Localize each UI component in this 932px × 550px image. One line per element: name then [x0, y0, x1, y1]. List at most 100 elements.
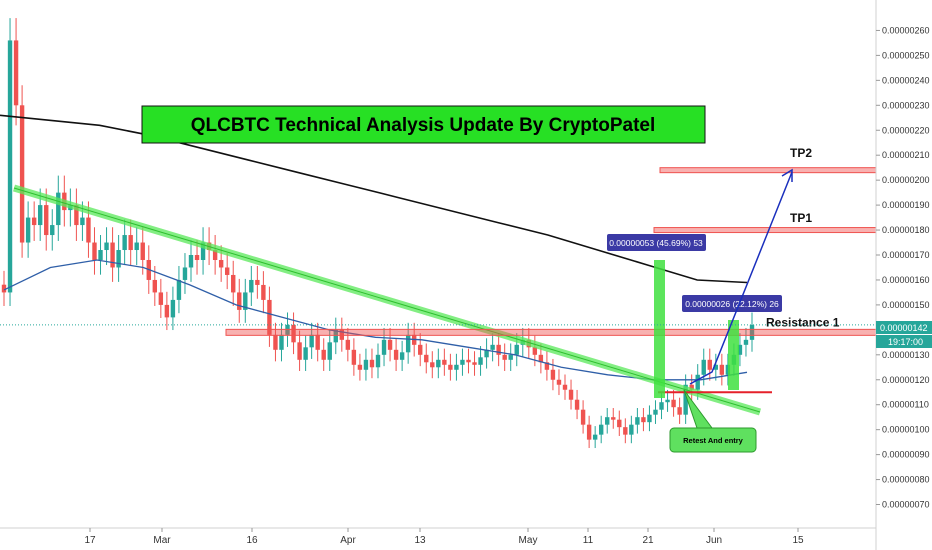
- time-tick-label: 16: [246, 535, 258, 546]
- candle-body: [243, 292, 248, 310]
- current-price-tag: 0.00000142 19:17:00: [876, 321, 932, 348]
- current-price-value: 0.00000142: [880, 323, 928, 333]
- callout-label: Retest And entry: [683, 436, 744, 445]
- ma200-line: [0, 114, 748, 284]
- candle-body: [98, 250, 103, 260]
- candle-body: [13, 40, 19, 106]
- candle-body: [74, 205, 79, 226]
- candle-body: [339, 329, 345, 340]
- candle-body: [580, 409, 586, 425]
- candle-body: [562, 384, 568, 390]
- candle-body: [363, 359, 369, 370]
- candle-body: [592, 434, 598, 440]
- tp2-band: [659, 167, 877, 174]
- candle-body: [514, 344, 519, 355]
- candle-body: [176, 279, 182, 300]
- candle-body: [188, 255, 194, 268]
- price-tick-label: 0.00000120: [882, 375, 930, 385]
- candle-body: [56, 192, 61, 226]
- candle-body: [418, 344, 423, 355]
- candle-body: [1, 284, 7, 293]
- candle-body: [484, 349, 489, 358]
- candle-body: [261, 284, 266, 300]
- candle-body: [448, 364, 453, 370]
- candle-body: [749, 324, 755, 340]
- candle-body: [387, 339, 393, 350]
- candle-body: [321, 349, 326, 360]
- candle-body: [345, 339, 351, 350]
- tp1-label: TP1: [790, 211, 812, 225]
- measure-label-large: 0.00000053 (45.69%) 53: [609, 238, 703, 248]
- current-price-bg: [876, 321, 932, 334]
- price-tick-label: 0.00000210: [882, 150, 930, 160]
- candle-body: [80, 217, 85, 226]
- candle-body: [635, 417, 640, 425]
- candle-body: [134, 242, 139, 251]
- candle-body: [309, 334, 314, 348]
- time-tick-label: 15: [792, 535, 804, 546]
- price-tick-label: 0.00000220: [882, 125, 930, 135]
- countdown-bg: [876, 335, 932, 348]
- time-axis[interactable]: 17 Mar 16 Apr 13 May 11 21 Jun 15: [0, 527, 876, 546]
- candle-body: [647, 414, 652, 423]
- candle-body: [231, 274, 236, 293]
- candle-body: [375, 354, 381, 368]
- candle-body: [683, 384, 688, 415]
- time-tick-label: 21: [642, 535, 654, 546]
- candle-body: [532, 347, 538, 355]
- price-axis[interactable]: 0.00000070 0.00000080 0.00000090 0.00000100…: [875, 0, 930, 550]
- candle-body: [194, 255, 200, 260]
- candle-body: [405, 334, 411, 353]
- price-tick-label: 0.00000110: [882, 400, 929, 410]
- price-tick-label: 0.00000160: [882, 275, 930, 285]
- candle-body: [629, 424, 634, 435]
- candle-body: [611, 417, 616, 420]
- measure-box-large: [607, 234, 706, 251]
- countdown-value: 19:17:00: [888, 337, 923, 347]
- candle-body: [586, 424, 592, 440]
- resistance-label: Resistance 1: [766, 315, 840, 329]
- candle-body: [719, 364, 725, 375]
- candle-body: [170, 299, 176, 318]
- price-tick-label: 0.00000190: [882, 200, 930, 210]
- candle-body: [200, 242, 206, 260]
- candle-body: [659, 402, 664, 410]
- title-box: QLCBTC Technical Analysis Update By Cryp…: [141, 105, 706, 144]
- time-tick-label: 17: [84, 535, 96, 546]
- candle-body: [641, 417, 646, 423]
- candle-body: [50, 225, 55, 236]
- candle-body: [315, 334, 320, 350]
- candle-body: [249, 279, 254, 293]
- price-tick-label: 0.00000240: [882, 75, 930, 85]
- candle-body: [116, 250, 121, 268]
- candle-body: [695, 374, 700, 390]
- candle-body: [399, 352, 405, 360]
- candle-body: [351, 349, 357, 365]
- time-tick-label: Jun: [706, 535, 722, 546]
- candle-body: [713, 364, 719, 370]
- candle-body: [707, 359, 712, 370]
- time-tick-label: Apr: [340, 535, 356, 546]
- candle-body: [689, 384, 694, 390]
- resistance-band: [225, 328, 877, 336]
- price-tick-label: 0.00000250: [882, 50, 930, 60]
- candle-body: [158, 292, 164, 305]
- candle-body: [472, 362, 477, 365]
- candle-body: [653, 409, 658, 415]
- candle-body: [255, 279, 260, 285]
- tp1-band: [653, 227, 877, 234]
- range-bar-large: [654, 260, 665, 398]
- chart-title: QLCBTC Technical Analysis Update By Cryp…: [191, 115, 656, 136]
- downtrend-line-edge: [13, 187, 761, 413]
- candle-body: [7, 40, 13, 293]
- candle-body: [544, 362, 550, 370]
- candle-body: [122, 235, 127, 251]
- candle-body: [19, 105, 25, 243]
- candle-body: [393, 349, 399, 360]
- candle-body: [556, 379, 562, 385]
- candle-body: [44, 205, 49, 236]
- candle-body: [369, 359, 375, 368]
- ma50-line: [3, 259, 748, 381]
